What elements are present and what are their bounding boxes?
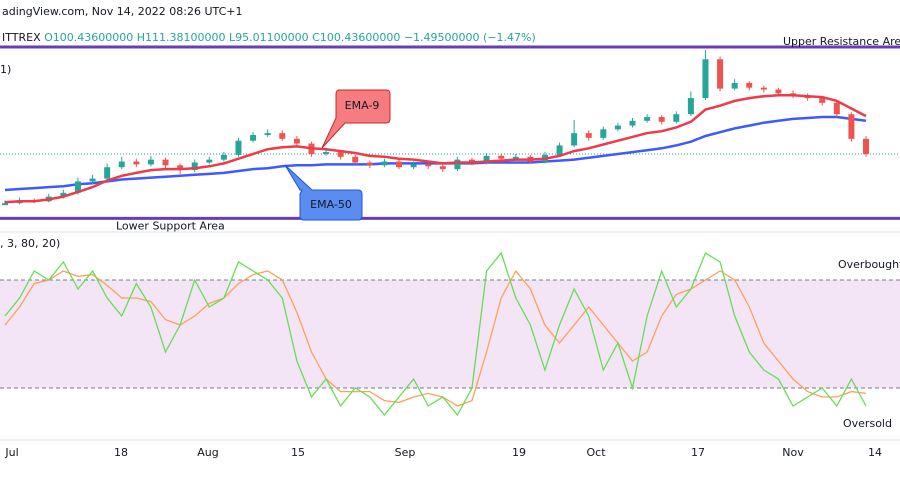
x-tick-label: 19 [512,446,526,459]
stoch-band [0,280,900,388]
candle-body [454,159,461,170]
callout-text: EMA-50 [310,198,352,211]
candle-body [571,133,578,146]
candle-body [425,164,432,167]
x-tick-label: Jul [4,446,18,459]
resistance-label: Upper Resistance Are [783,35,900,48]
x-tick-label: Oct [586,446,606,459]
candle-body [863,138,869,154]
candle-body [264,133,271,136]
candle-body [250,135,257,141]
callout-shape [284,164,363,221]
candle-body [556,145,563,155]
candle-body [206,159,213,163]
candle-body [396,161,403,168]
candle-body [147,159,154,165]
candle-body [819,98,826,103]
candle-body [133,161,140,165]
candle-body [235,140,242,155]
candle-body [410,164,417,168]
candle-body [717,59,724,89]
candle-body [104,167,111,179]
x-tick-label: 15 [291,446,305,459]
x-tick-label: Aug [197,446,218,459]
candle-body [833,102,840,115]
high: H111.38100000 [137,31,226,44]
stoch-label: , 3, 80, 20) [0,237,60,250]
candle-body [439,166,446,170]
candle-body [702,59,709,99]
support-label: Lower Support Area [116,219,225,232]
candle-body [483,155,490,163]
candle-body [191,162,198,171]
candle-body [337,152,344,157]
ohlc-legend: ITTREX O100.43600000 H111.38100000 L95.0… [2,31,536,44]
x-tick-label: 18 [114,446,128,459]
symbol: ITTREX [2,31,41,44]
candle-body [498,155,505,159]
x-tick-label: Sep [395,446,416,459]
candle-body [366,162,373,166]
candle-body [323,152,330,154]
candle-body [614,125,621,130]
indicator-label: 1) [0,63,11,76]
candle-body [89,178,96,182]
candle-body [760,87,767,90]
candle-body [673,114,680,122]
candle-body [352,156,359,163]
close: C100.43600000 [312,31,400,44]
change: −1.49500000 (−1.47%) [404,31,536,44]
candle-body [293,138,300,144]
low: L95.01100000 [229,31,309,44]
callout-text: EMA-9 [345,99,380,112]
callout-shape [321,89,391,149]
ema9-line [4,93,867,204]
candle-body [746,82,753,88]
candle-body [60,192,67,197]
candle-body [848,114,855,139]
candle-body [600,129,607,138]
candle-body [162,159,169,166]
ema50-callout: EMA-50 [284,164,363,221]
candle-body [644,117,651,121]
candle-body [629,120,636,126]
source-title: adingView.com, Nov 14, 2022 08:26 UTC+1 [2,5,242,18]
oversold-label: Oversold [843,417,892,430]
candle-body [585,133,592,138]
candle-body [731,82,738,89]
open: O100.43600000 [44,31,133,44]
x-tick-label: 17 [691,446,705,459]
candle-body [658,117,665,122]
candle-body [468,159,475,163]
candle-body [279,133,286,139]
x-tick-label: Nov [782,446,804,459]
stoch-k-line [4,251,867,417]
ema9-callout: EMA-9 [321,89,391,149]
candle-body [118,161,125,168]
candle-body [2,203,8,206]
candle-body [220,154,227,160]
overbought-label: Overbought [838,258,900,271]
x-tick-label: 14 [868,446,882,459]
candle-body [381,161,388,166]
candle-body [775,89,782,94]
candle-body [512,156,519,159]
candle-body [177,165,184,171]
candle-body [74,181,81,193]
candle-body [687,98,694,115]
